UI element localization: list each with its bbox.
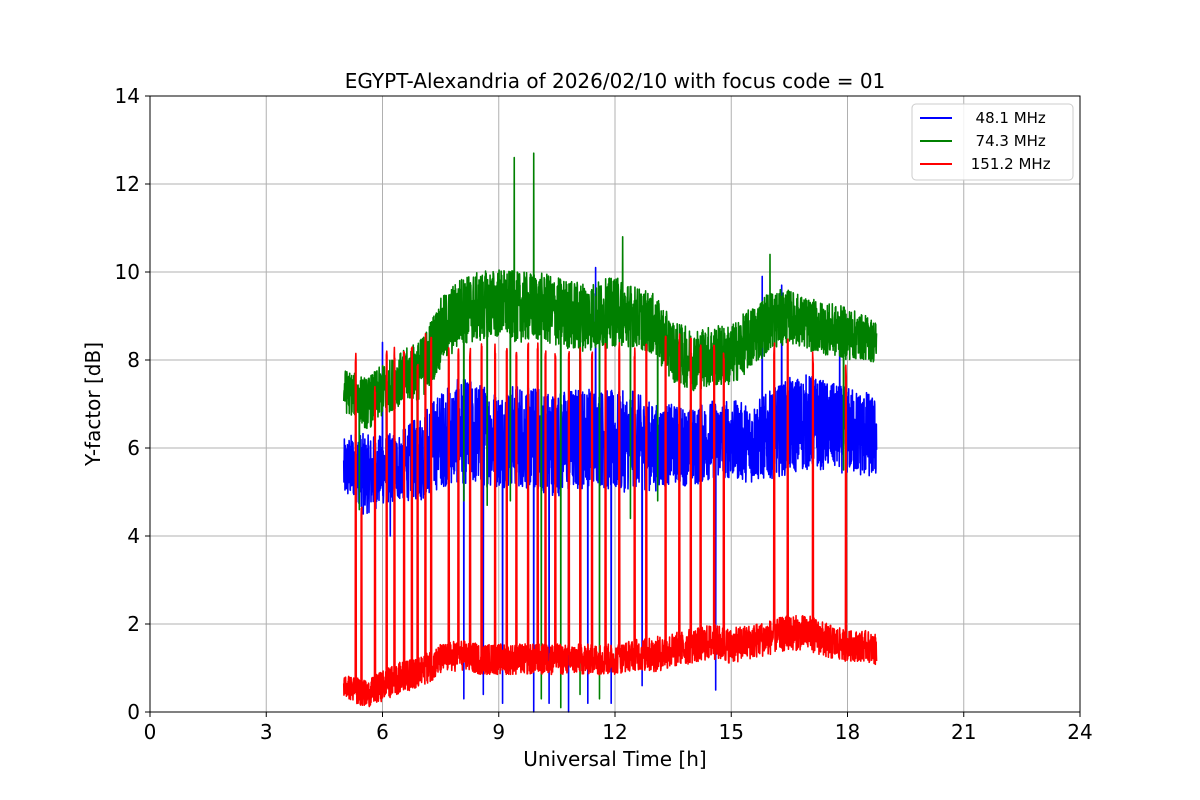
- x-tick-label: 21: [951, 720, 976, 744]
- y-tick-label: 4: [127, 524, 140, 548]
- y-tick-label: 2: [127, 612, 140, 636]
- legend: 48.1 MHz 74.3 MHz 151.2 MHz: [911, 103, 1074, 181]
- y-axis-label: Y-factor [dB]: [81, 342, 105, 467]
- series-line-151mhz: [342, 332, 878, 708]
- legend-label-48mhz: 48.1 MHz: [966, 109, 1046, 127]
- chart-title: EGYPT-Alexandria of 2026/02/10 with focu…: [345, 69, 886, 93]
- legend-label-151mhz: 151.2 MHz: [966, 155, 1051, 173]
- x-tick-label: 12: [602, 720, 627, 744]
- y-tick-label: 14: [115, 84, 140, 108]
- x-tick-label: 6: [376, 720, 389, 744]
- x-tick-label: 24: [1067, 720, 1092, 744]
- x-axis-label: Universal Time [h]: [523, 747, 706, 771]
- y-tick-label: 8: [127, 348, 140, 372]
- y-tick-label: 10: [115, 260, 140, 284]
- plot-series: [342, 152, 878, 713]
- y-tick-label: 12: [115, 172, 140, 196]
- x-tick-label: 15: [719, 720, 744, 744]
- x-tick-label: 3: [260, 720, 273, 744]
- x-tick-label: 18: [835, 720, 860, 744]
- x-tick-label: 0: [144, 720, 157, 744]
- legend-frame: [911, 103, 1074, 181]
- y-tick-label: 0: [127, 700, 140, 724]
- series-line-74mhz: [342, 152, 878, 709]
- y-tick-label: 6: [127, 436, 140, 460]
- legend-label-74mhz: 74.3 MHz: [966, 132, 1046, 150]
- x-tick-label: 9: [492, 720, 505, 744]
